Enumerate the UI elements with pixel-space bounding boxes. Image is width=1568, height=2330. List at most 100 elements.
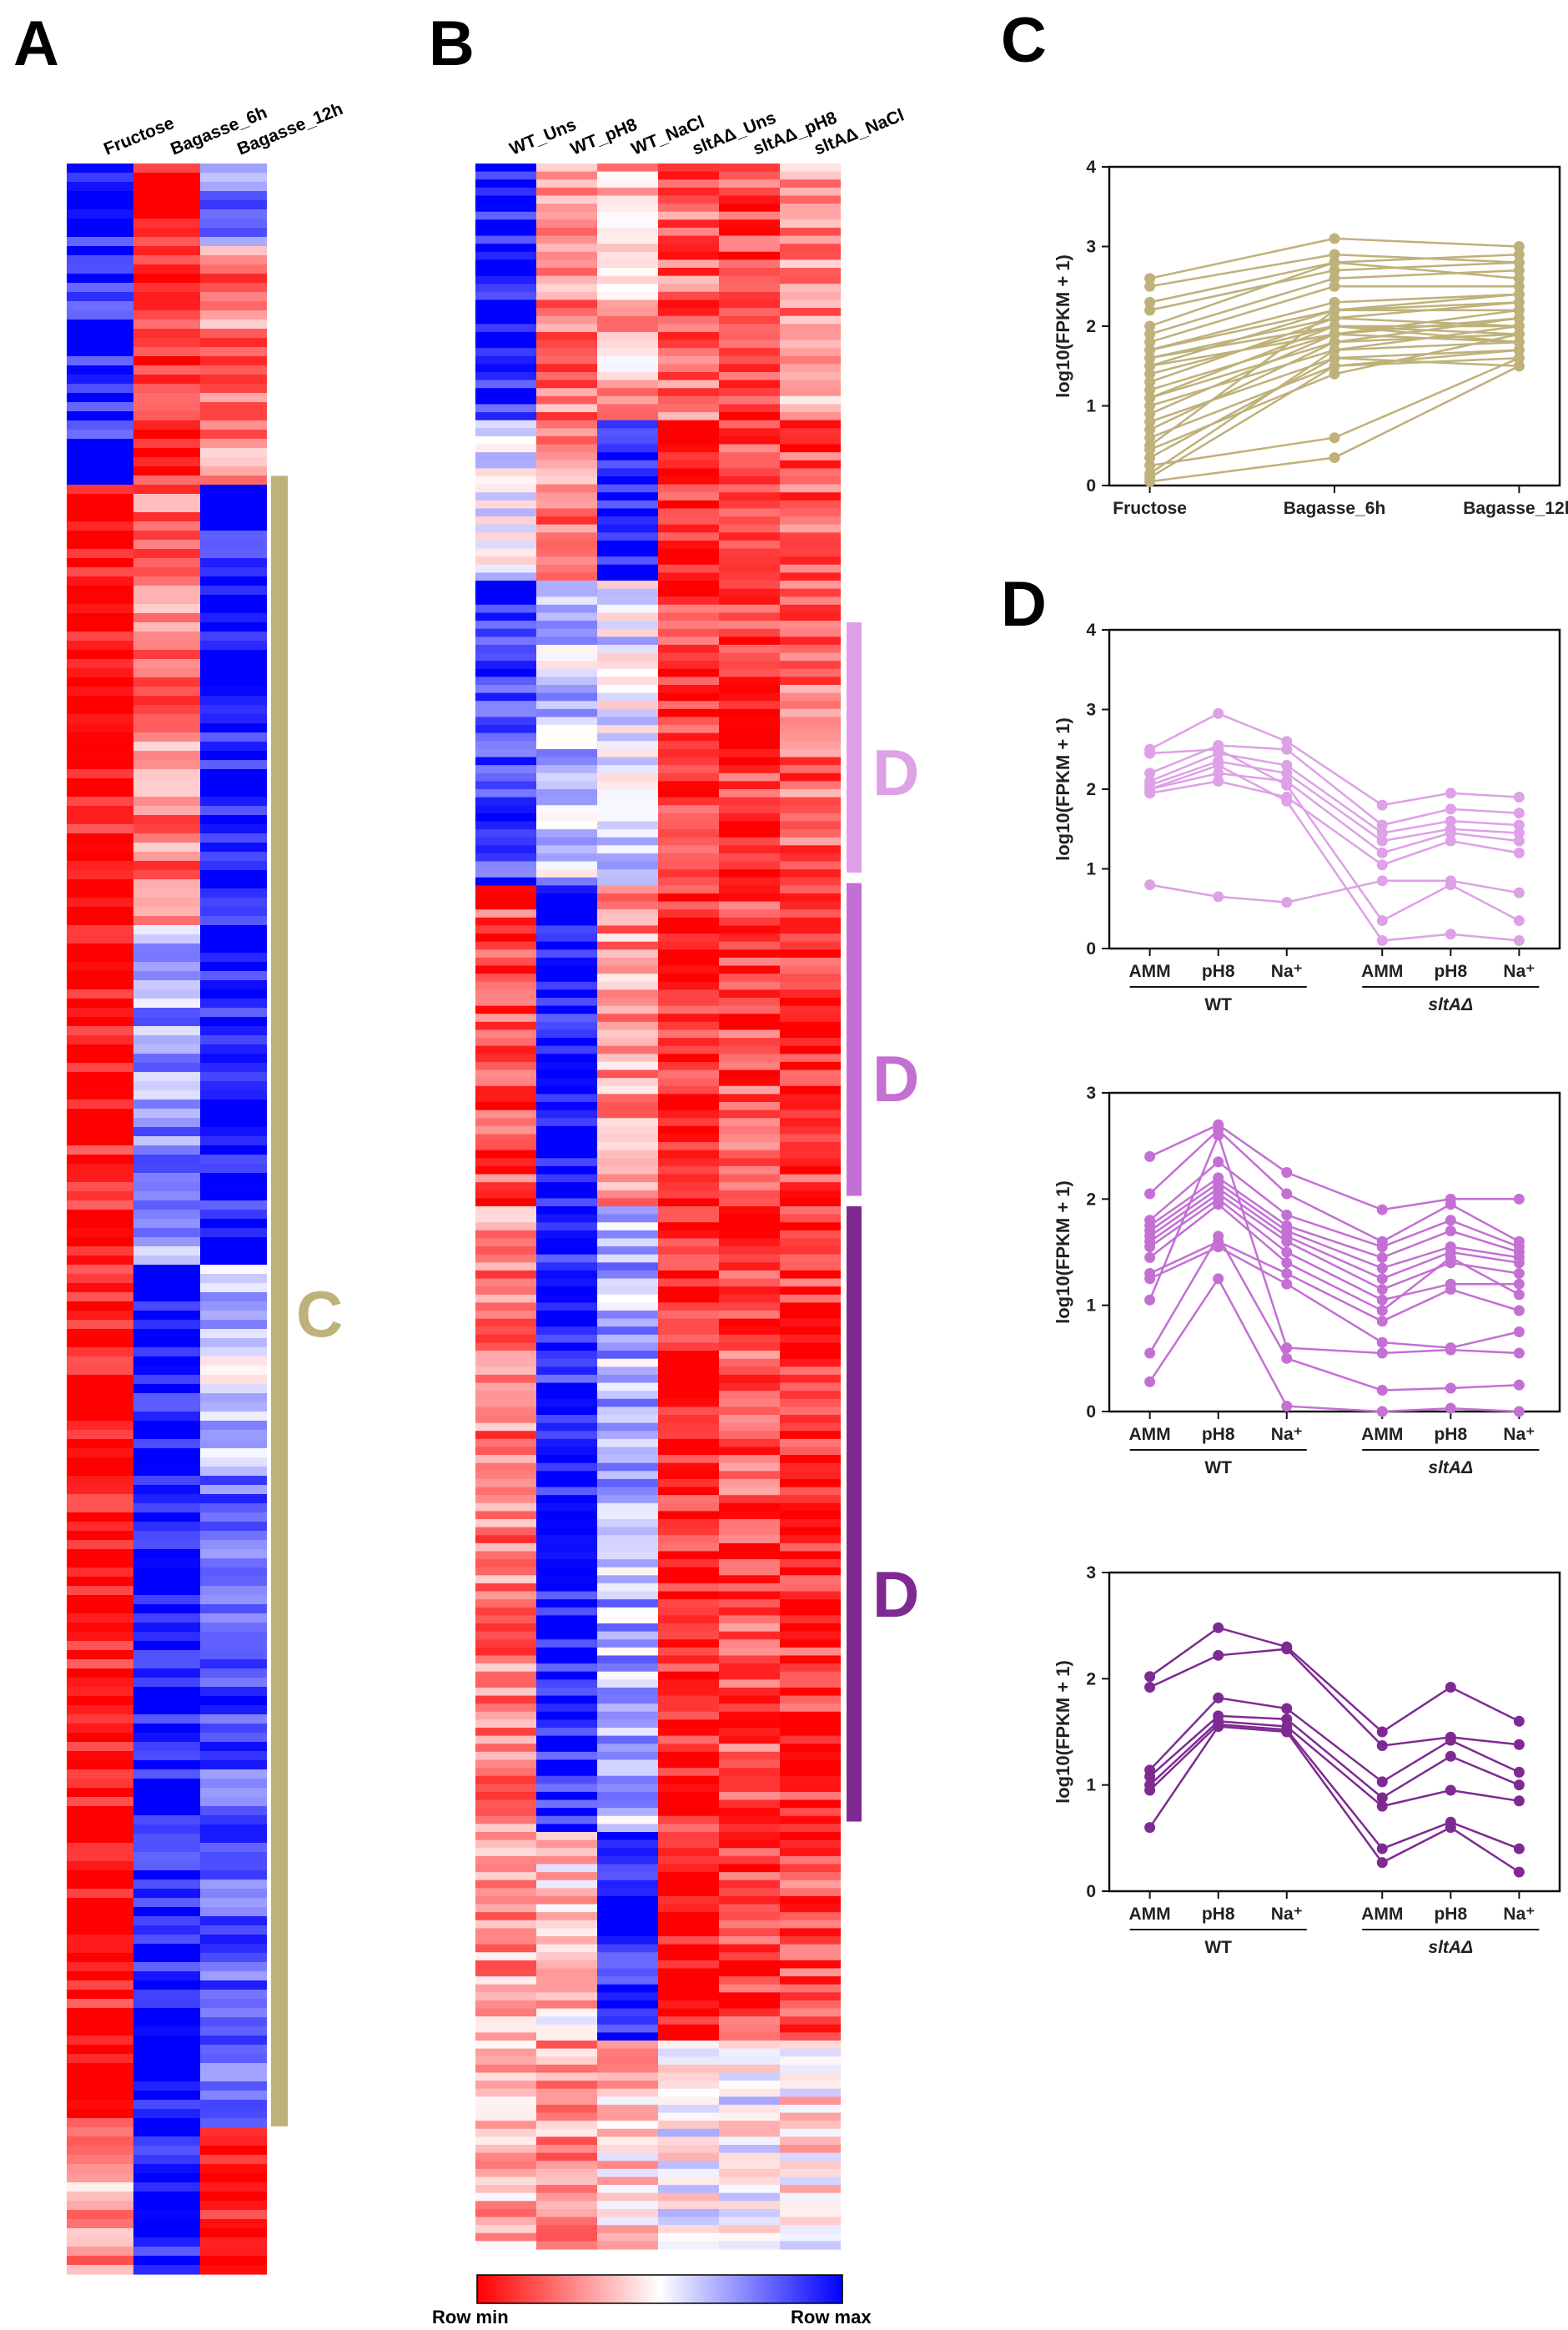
heatmap-cell [67,292,133,302]
heatmap-cell [133,833,200,843]
heatmap-cell [780,2112,841,2121]
heatmap-cell [597,275,658,284]
heatmap-cell [200,448,267,458]
heatmap-cell [719,1920,780,1929]
heatmap-cell [536,2064,597,2074]
heatmap-cell [475,813,536,823]
heatmap-cell [719,974,780,983]
heatmap-cell [200,1320,267,1330]
heatmap-cell [200,411,267,421]
heatmap-cell [536,1254,597,1263]
heatmap-cell [536,965,597,974]
heatmap-cell [200,1035,267,1045]
heatmap-cell [475,1695,536,1704]
heatmap-cell [719,1038,780,1047]
heatmap-cell [536,885,597,894]
heatmap-cell [780,717,841,726]
heatmap-cell [719,1623,780,1633]
heatmap-cell [67,466,133,476]
heatmap-cell [133,1568,200,1578]
heatmap-cell [67,632,133,642]
data-point [1213,775,1224,787]
heatmap-cell [67,1338,133,1348]
heatmap-cell [536,179,597,189]
heatmap-cell [200,1751,267,1761]
heatmap-cell [597,1182,658,1191]
heatmap-cell [719,1286,780,1296]
series-line [1149,752,1520,834]
heatmap-cell [780,853,841,863]
data-point [1144,1241,1156,1253]
heatmap-cell [200,320,267,330]
heatmap-cell [67,448,133,458]
heatmap-cell [475,1495,536,1504]
heatmap-cell [536,1094,597,1103]
heatmap-cell [719,1655,780,1664]
heatmap-cell [536,2168,597,2178]
heatmap-cell [200,1843,267,1853]
heatmap-cell [780,331,841,341]
heatmap-cell [597,1438,658,1448]
heatmap-cell [200,1228,267,1238]
x-tick-label: Na⁺ [1271,1425,1303,1444]
heatmap-cell [719,772,780,782]
heatmap-cell [597,1872,658,1881]
heatmap-cell [67,2100,133,2110]
heatmap-cell [597,259,658,269]
heatmap-cell [780,1222,841,1231]
heatmap-cell [597,588,658,597]
heatmap-cell [597,532,658,541]
heatmap-cell [133,1109,200,1119]
heatmap-cell [658,701,719,710]
heatmap-cell [133,182,200,192]
heatmap-cell [133,2247,200,2257]
heatmap-cell [719,1438,780,1448]
data-point [1329,352,1340,364]
heatmap-cell [133,420,200,430]
heatmap-cell [475,652,536,662]
heatmap-cell [780,1455,841,1464]
heatmap-cell [719,1069,780,1079]
data-point [1329,233,1340,244]
heatmap-cell [200,549,267,559]
heatmap-cell [658,829,719,838]
heatmap-cell [719,1912,780,1921]
heatmap-cell [67,1100,133,1110]
data-point [1376,934,1388,946]
heatmap-cell [536,805,597,814]
heatmap-cell [780,2232,841,2242]
heatmap-cell [719,164,780,173]
group-label: sltAΔ [1428,995,1473,1014]
heatmap-cell [200,1577,267,1587]
heatmap-cell [475,1351,536,1360]
heatmap-cell [658,1855,719,1865]
heatmap-cell [67,705,133,715]
heatmap-cell [200,1457,267,1467]
heatmap-cell [536,404,597,413]
heatmap-cell [67,549,133,559]
heatmap-cell [597,2016,658,2026]
heatmap-cell [67,1044,133,1054]
data-point [1281,1714,1293,1725]
heatmap-cell [597,1374,658,1384]
heatmap-cell [597,1992,658,2001]
heatmap-cell [597,781,658,790]
heatmap-cell [719,1711,780,1720]
heatmap-cell [597,452,658,461]
heatmap-cell [475,1872,536,1881]
heatmap-cell [780,1061,841,1071]
heatmap-cell [67,1586,133,1596]
heatmap-cell [475,1391,536,1400]
heatmap-cell [200,1081,267,1091]
heatmap-cell [475,1398,536,1407]
heatmap-cell [67,1705,133,1715]
heatmap-cell [719,2185,780,2194]
heatmap-cell [719,2056,780,2066]
heatmap-cell [536,420,597,429]
heatmap-cell [597,1447,658,1456]
heatmap-cell [719,829,780,838]
data-point [1329,360,1340,372]
data-point [1513,835,1525,847]
data-point [1445,1225,1456,1237]
heatmap-cell [200,1412,267,1422]
